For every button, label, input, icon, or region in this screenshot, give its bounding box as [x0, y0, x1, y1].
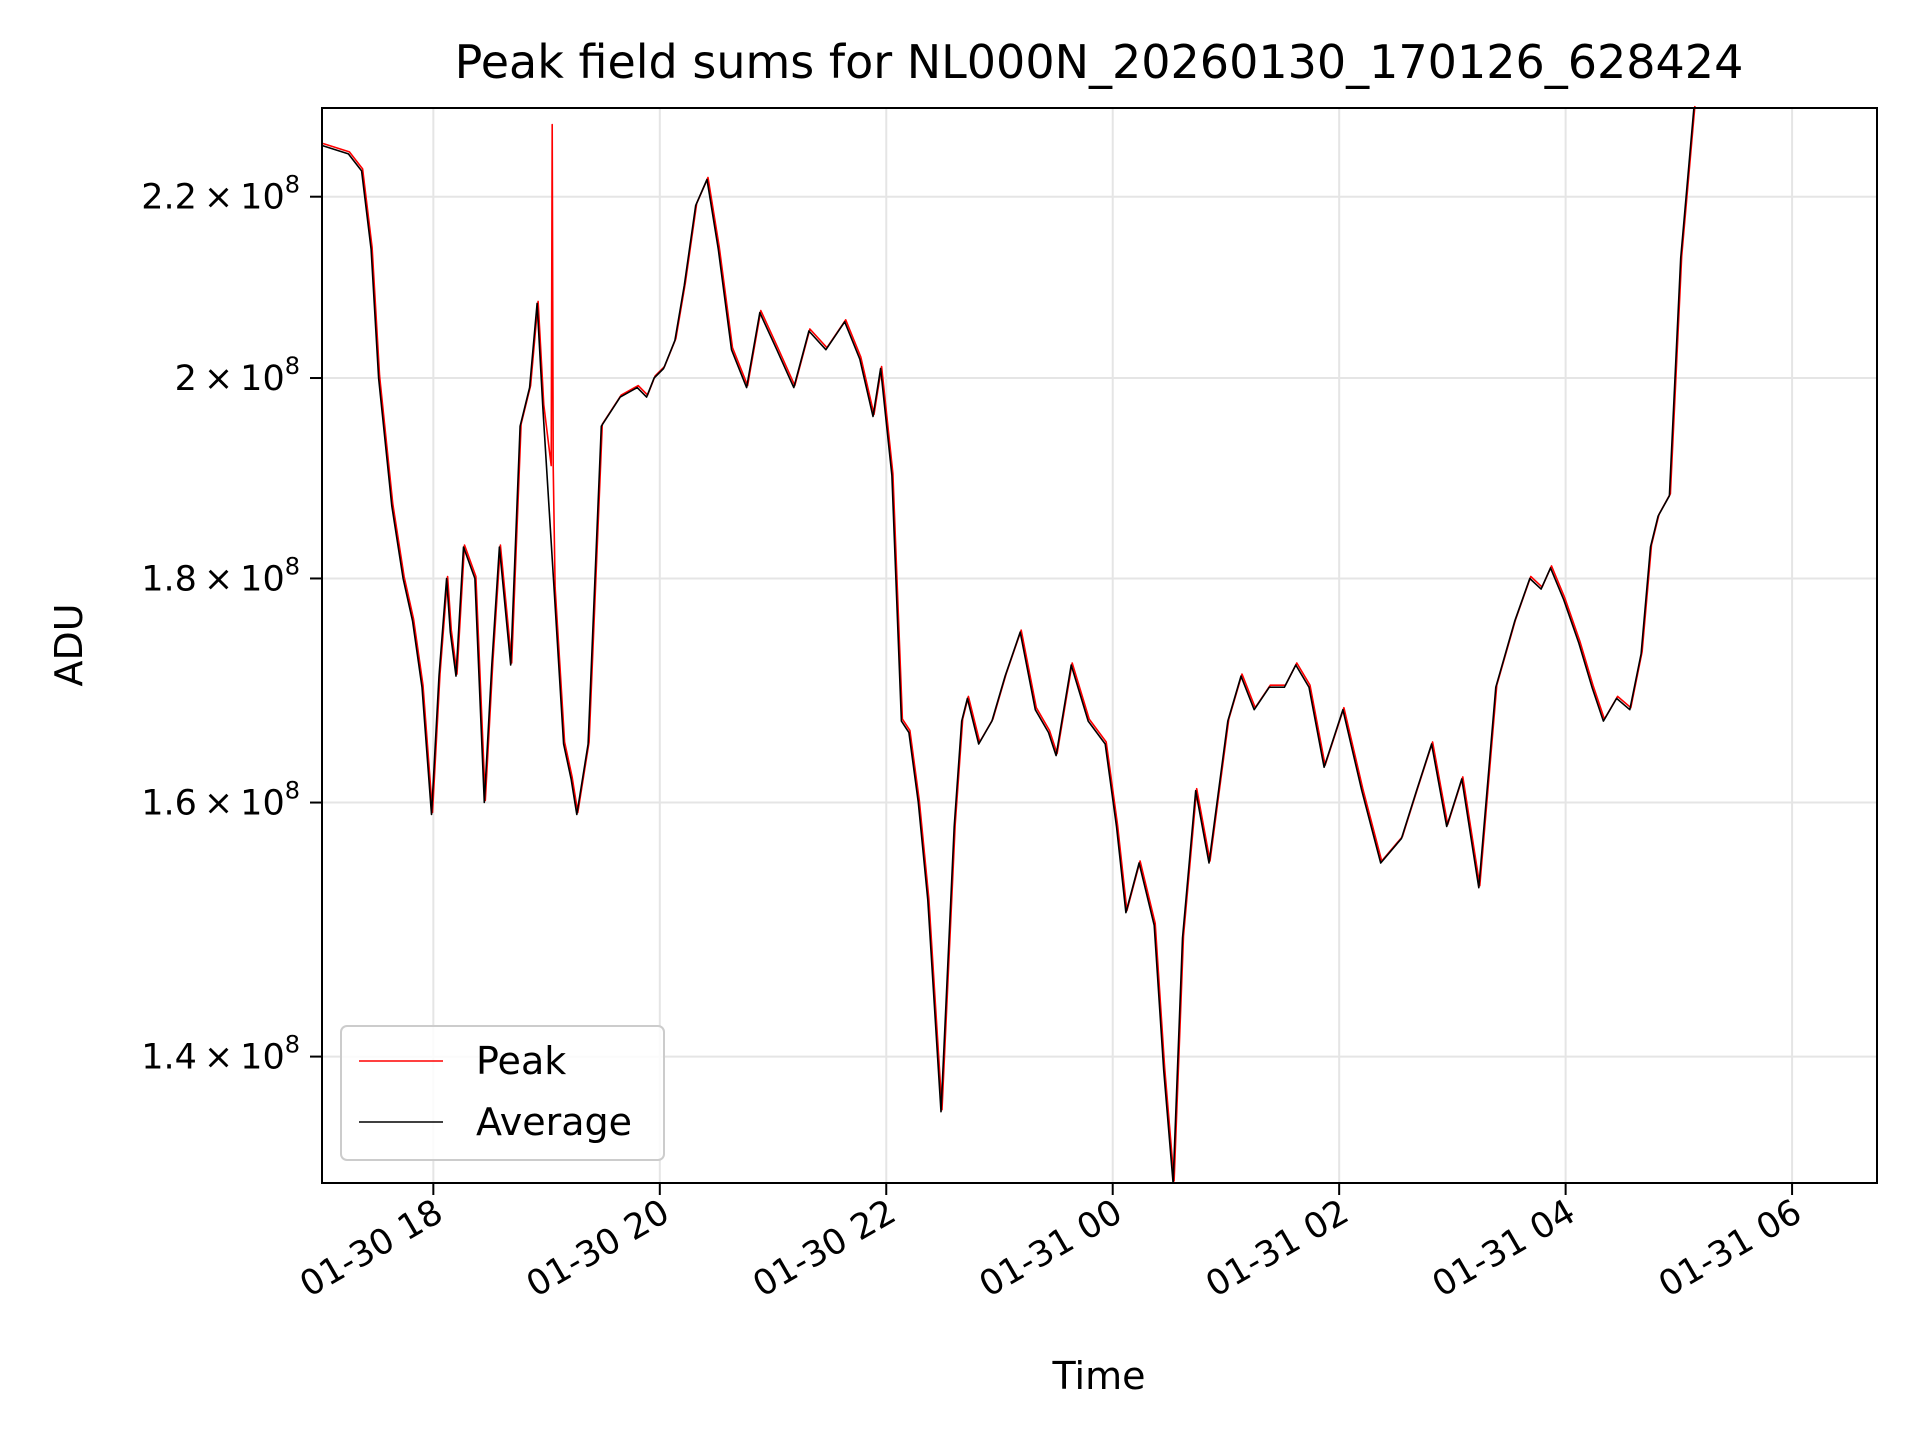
x-tick-label: 01-31 00: [973, 1192, 1129, 1305]
series-line-peak: [322, 105, 1696, 1182]
x-axis-label: Time: [1052, 1354, 1146, 1398]
y-axis-label: ADU: [47, 603, 91, 686]
y-tick-label: 2.2 × 108: [141, 171, 300, 218]
x-tick-label: 01-31 02: [1199, 1192, 1355, 1305]
legend-box: [340, 1025, 665, 1161]
y-tick-label: 1.4 × 108: [141, 1031, 300, 1078]
y-tick-label: 1.6 × 108: [141, 777, 300, 824]
x-tick-label: 01-30 20: [520, 1192, 676, 1305]
legend: Peak Average: [340, 1025, 665, 1161]
y-tick-label: 1.8 × 108: [141, 552, 300, 599]
legend-average-label: Average: [476, 1100, 632, 1144]
gridlines: [322, 108, 1877, 1183]
x-tick-label: 01-31 06: [1652, 1192, 1808, 1305]
x-tick-label: 01-30 22: [746, 1192, 902, 1305]
y-tick-label: 2 × 108: [175, 352, 300, 399]
x-axis-ticks: 01-30 18 01-30 20 01-30 22 01-31 00 01-31 02…: [294, 1183, 1809, 1305]
x-tick-label: 01-30 18: [294, 1192, 450, 1305]
plot-background: [322, 108, 1877, 1183]
plot-frame: [321, 107, 1878, 1184]
x-tick-label: 01-31 04: [1426, 1192, 1582, 1305]
data-lines: [321, 105, 1696, 1184]
legend-peak-label: Peak: [476, 1039, 566, 1083]
chart-title: Peak field sums for NL000N_20260130_1701…: [455, 35, 1744, 89]
y-axis-ticks: 1.4 × 108 1.6 × 108 1.8 × 108 2 × 108 2.2 × …: [141, 171, 322, 1078]
series-line-average: [321, 107, 1695, 1184]
